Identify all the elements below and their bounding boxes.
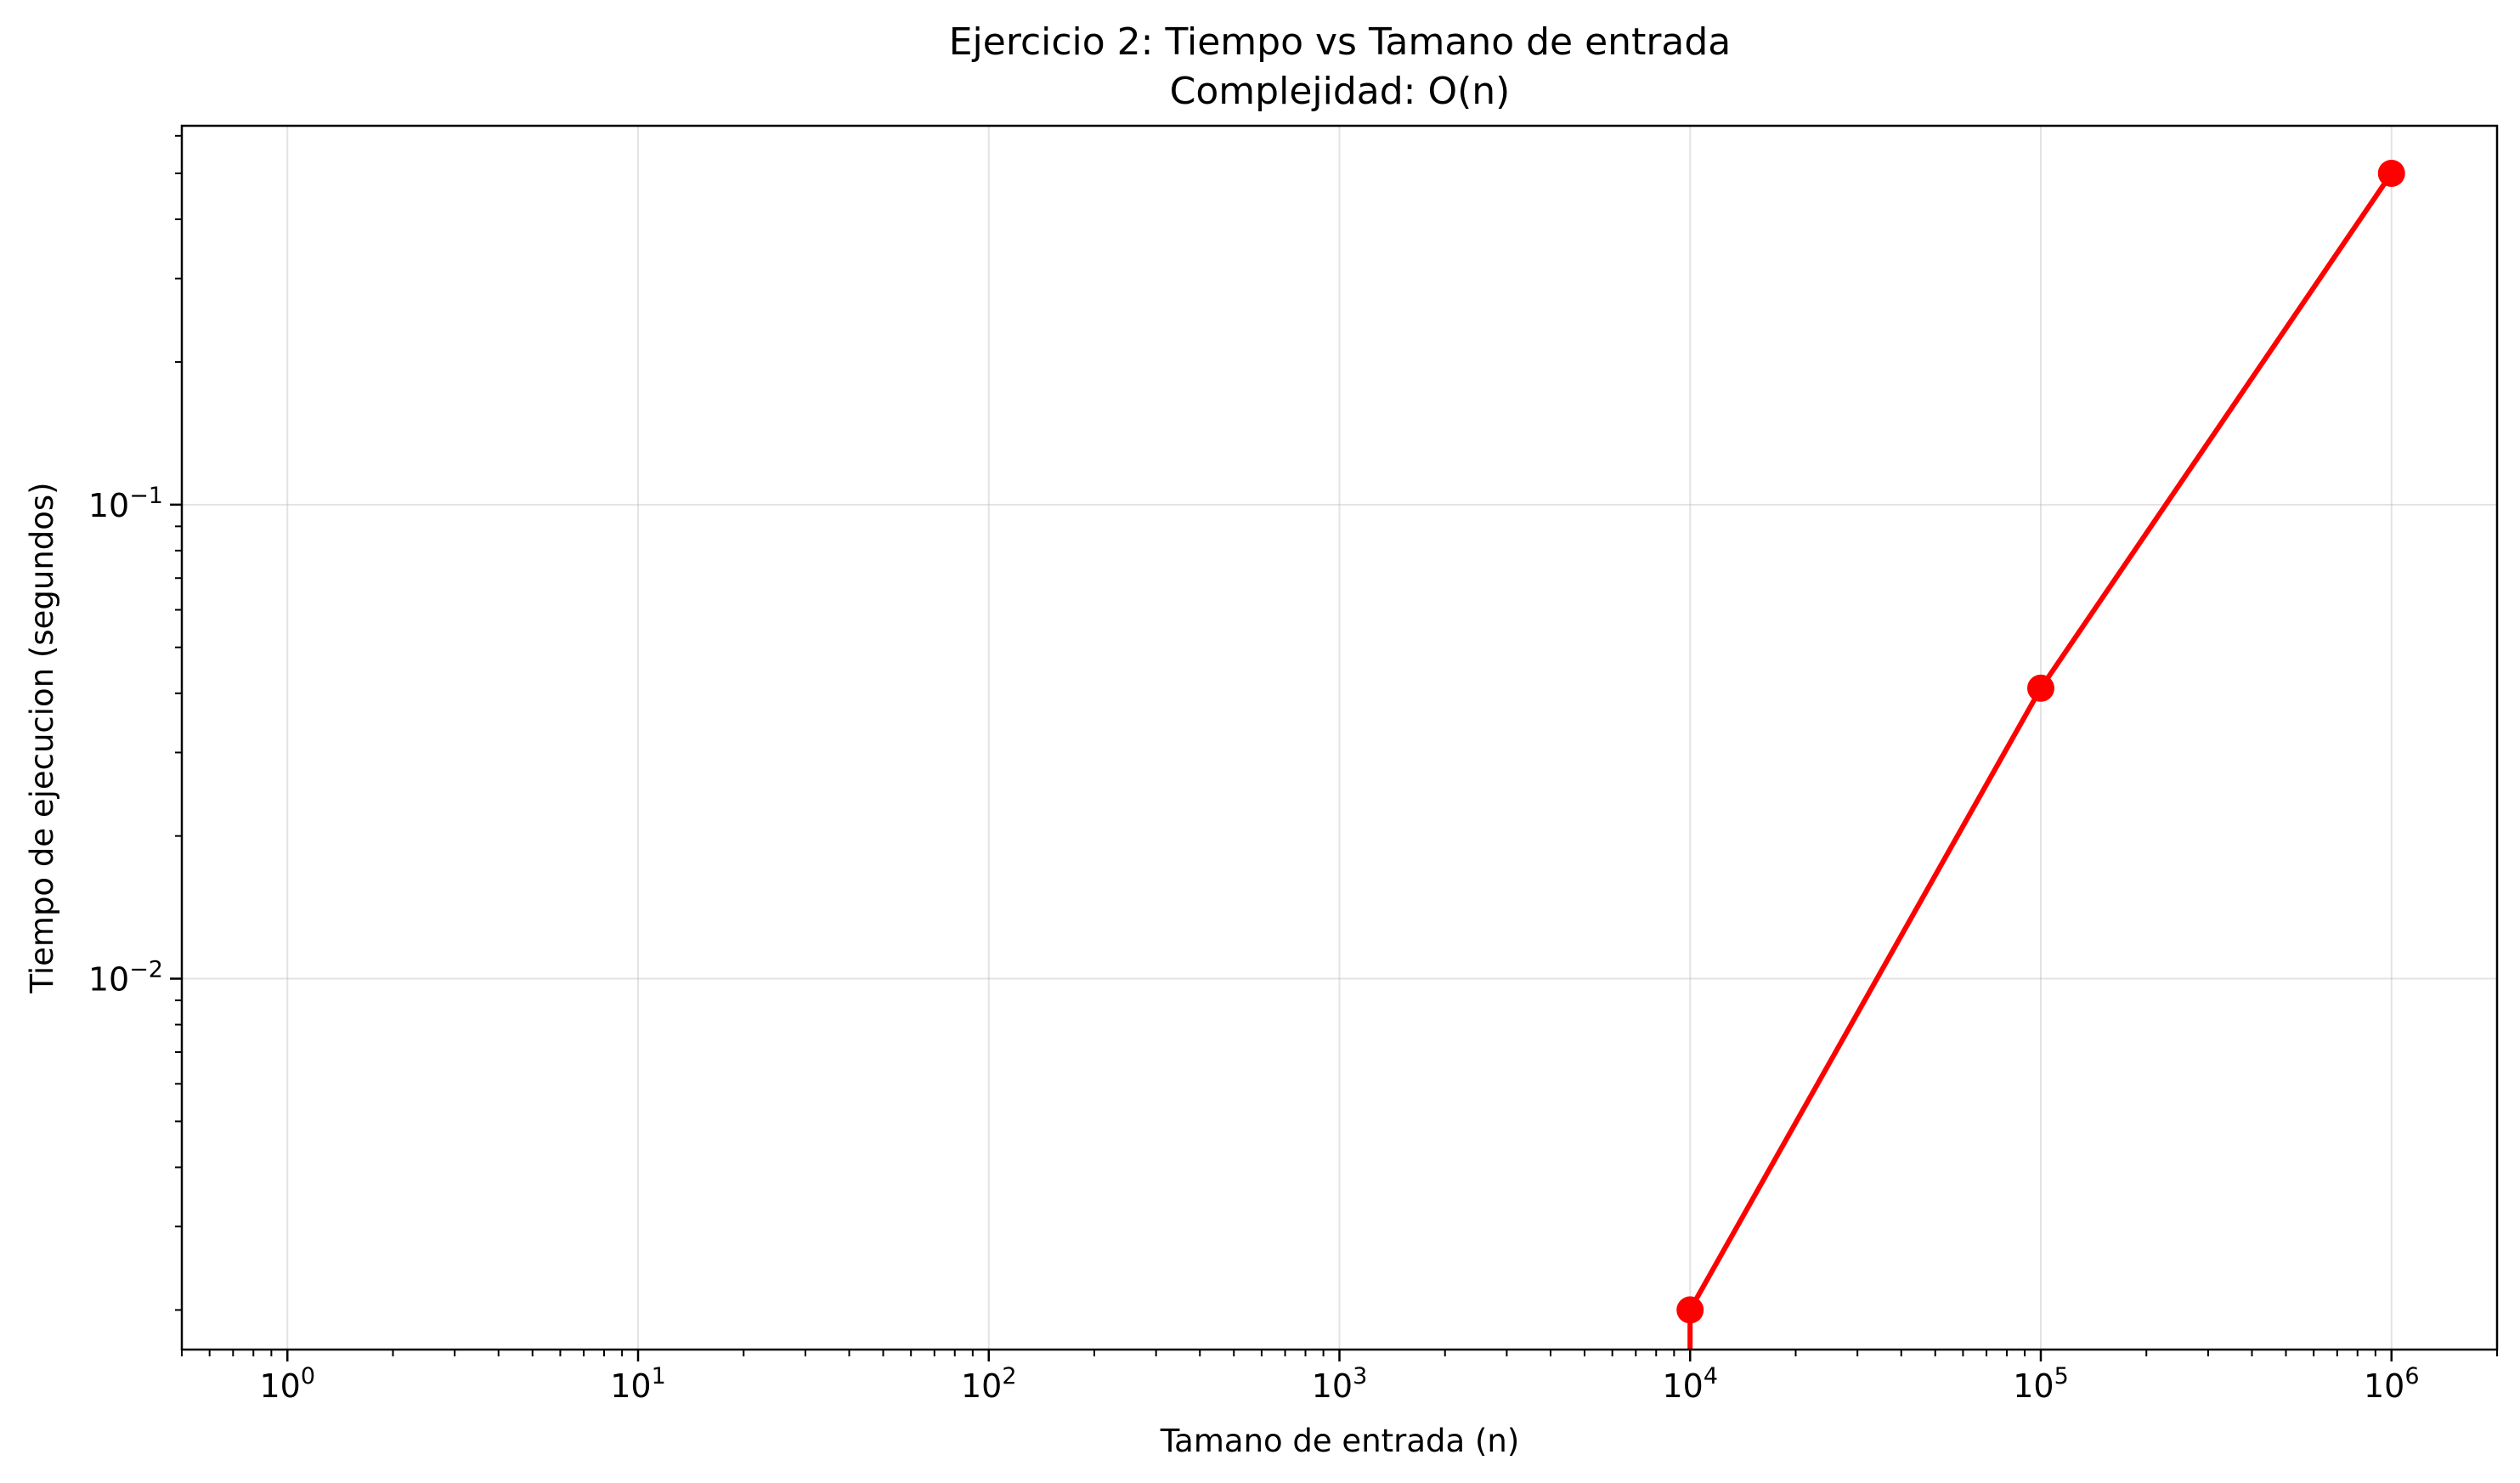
x-tick-label-0: 100 (259, 1363, 315, 1405)
chart-title-line2: Complejidad: O(n) (1170, 70, 1511, 113)
major-ticks (170, 503, 2393, 1361)
x-tick-label-5: 105 (2013, 1363, 2069, 1405)
minor-ticks (175, 134, 2498, 1356)
y-tick-label-1: 10−1 (88, 483, 163, 524)
data-point-0-5 (2027, 674, 2054, 702)
y-axis-label: Tiempo de ejecucion (segundos) (24, 482, 60, 993)
x-tick-label-2: 102 (961, 1363, 1017, 1405)
tick-labels: 100 101 102 103 104 105 106 10−2 10−1 (88, 483, 2420, 1405)
x-tick-label-1: 101 (610, 1363, 666, 1405)
x-axis-label: Tamano de entrada (n) (1160, 1423, 1520, 1459)
plot-frame (180, 124, 2499, 1351)
series-line-0 (1687, 172, 2394, 1350)
y-tick-label-0: 10−2 (88, 957, 163, 999)
grid (182, 126, 2497, 1350)
x-tick-label-3: 103 (1312, 1363, 1368, 1405)
series-layer (1676, 159, 2405, 1350)
x-tick-label-6: 106 (2364, 1363, 2420, 1405)
data-point-0-6 (2377, 159, 2405, 187)
data-point-0-4 (1676, 1296, 1704, 1324)
x-tick-label-4: 104 (1662, 1363, 1718, 1405)
chart-title-line1: Ejercicio 2: Tiempo vs Tamano de entrada (949, 20, 1732, 64)
